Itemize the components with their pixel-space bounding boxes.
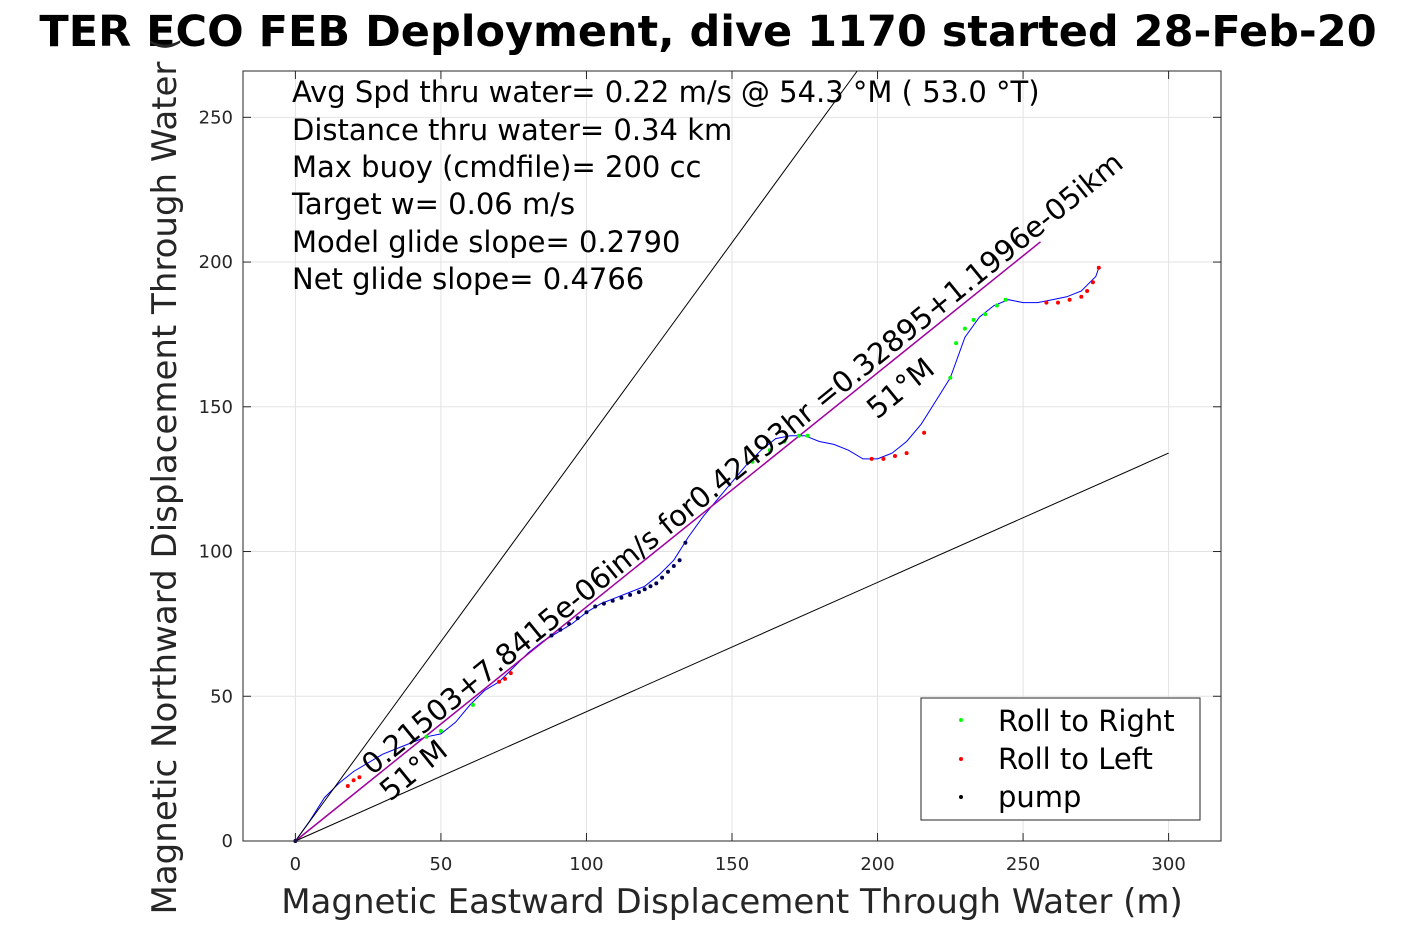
roll-left-point	[1067, 297, 1072, 302]
info-line-max-buoy: Max buoy (cmdfile)= 200 cc	[292, 150, 701, 184]
roll-left-point	[869, 456, 874, 461]
roll-left-point	[904, 451, 909, 456]
bound-line	[294, 70, 858, 842]
roll-left-point	[893, 454, 897, 458]
track-line	[294, 267, 1100, 842]
pump-point	[677, 558, 682, 563]
pump-point	[648, 584, 653, 589]
roll-left-point	[508, 671, 513, 676]
roll-right-point	[470, 702, 475, 707]
legend-box	[920, 697, 1201, 821]
x-tick-label: 300	[1151, 854, 1185, 875]
chart-title: TER ECO FEB Deployment, dive 1170 starte…	[39, 7, 1376, 57]
info-line-target-w: Target w= 0.06 m/s	[291, 187, 575, 221]
roll-right-point	[994, 303, 999, 308]
pump-point	[567, 621, 571, 626]
y-tick-label: 250	[199, 107, 233, 128]
roll-left-point	[881, 456, 886, 461]
legend: Roll to Right Roll to Left pump	[920, 697, 1201, 821]
roll-left-point	[1079, 294, 1084, 299]
model-glide-line	[294, 241, 1041, 842]
x-tick-label: 0	[290, 854, 301, 875]
roll-right-point	[424, 734, 429, 739]
y-axis-ticks: 0 50 100 150 200 250	[199, 107, 1221, 852]
y-tick-label: 200	[199, 252, 233, 273]
bound-line	[295, 452, 1169, 842]
y-axis-label: Magnetic Northward Displacement Through …	[145, 38, 185, 915]
pump-point	[575, 616, 580, 621]
pump-point	[671, 564, 676, 568]
info-line-model-glide: Model glide slope= 0.2790	[292, 225, 680, 259]
pump-point	[642, 587, 647, 592]
pump-point	[549, 633, 554, 638]
info-line-net-glide: Net glide slope= 0.4766	[292, 262, 644, 296]
roll-right-point	[796, 433, 801, 438]
x-axis-label: Magnetic Eastward Displacement Through W…	[281, 882, 1183, 922]
x-tick-label: 50	[429, 854, 452, 875]
pump-point	[683, 540, 688, 545]
pump-point	[558, 627, 563, 632]
roll-right-point	[1003, 297, 1008, 302]
legend-marker-roll-right	[959, 718, 963, 722]
pump-point	[666, 569, 670, 574]
legend-marker-roll-left	[959, 757, 963, 761]
legend-label-pump: pump	[998, 780, 1081, 814]
roll-left-point	[497, 679, 502, 684]
y-tick-label: 100	[199, 542, 233, 563]
y-tick-label: 150	[199, 397, 233, 418]
x-tick-label: 200	[860, 854, 894, 875]
y-tick-label: 50	[210, 686, 233, 707]
roll-left-point	[1096, 265, 1101, 270]
roll-left-point	[922, 430, 927, 435]
roll-right-point	[767, 448, 772, 453]
roll-right-point	[971, 317, 976, 322]
series-group	[293, 70, 1169, 843]
pump-point	[584, 610, 589, 615]
pump-point	[654, 581, 659, 586]
pump-point	[593, 604, 598, 609]
roll-right-point	[438, 729, 443, 733]
pump-point	[601, 601, 606, 606]
pump-point	[610, 598, 615, 603]
roll-right-point	[750, 459, 755, 464]
info-line-distance: Distance thru water= 0.34 km	[292, 113, 732, 147]
roll-right-point	[954, 341, 959, 346]
legend-label-roll-left: Roll to Left	[998, 742, 1153, 776]
y-tick-label: 0	[222, 831, 233, 852]
roll-left-point	[1044, 300, 1049, 305]
roll-right-point	[962, 326, 967, 331]
roll-left-point	[345, 784, 350, 788]
pump-point	[636, 590, 641, 595]
x-axis-ticks: 0 50 100 150 200 250 300	[290, 71, 1186, 875]
x-tick-label: 150	[715, 854, 749, 875]
pump-point	[628, 592, 633, 597]
legend-label-roll-right: Roll to Right	[998, 704, 1175, 738]
x-tick-label: 100	[569, 854, 603, 875]
roll-left-point	[1056, 300, 1060, 305]
legend-marker-pump	[959, 795, 963, 799]
x-tick-label: 250	[1006, 854, 1040, 875]
info-text-block: Avg Spd thru water= 0.22 m/s @ 54.3 °M (…	[291, 75, 1040, 296]
roll-left-point	[1085, 289, 1090, 293]
roll-left-point	[357, 775, 362, 780]
roll-right-point	[805, 433, 810, 438]
info-line-avg-speed: Avg Spd thru water= 0.22 m/s @ 54.3 °M (…	[292, 75, 1040, 109]
roll-left-point	[1090, 280, 1095, 285]
roll-left-point	[351, 778, 356, 783]
roll-right-point	[948, 375, 953, 380]
roll-left-point	[503, 676, 507, 681]
pump-point	[619, 595, 624, 600]
roll-right-point	[983, 312, 988, 317]
roll-right-point	[782, 439, 787, 444]
plot-frame	[242, 70, 1222, 842]
pump-point	[660, 575, 665, 580]
